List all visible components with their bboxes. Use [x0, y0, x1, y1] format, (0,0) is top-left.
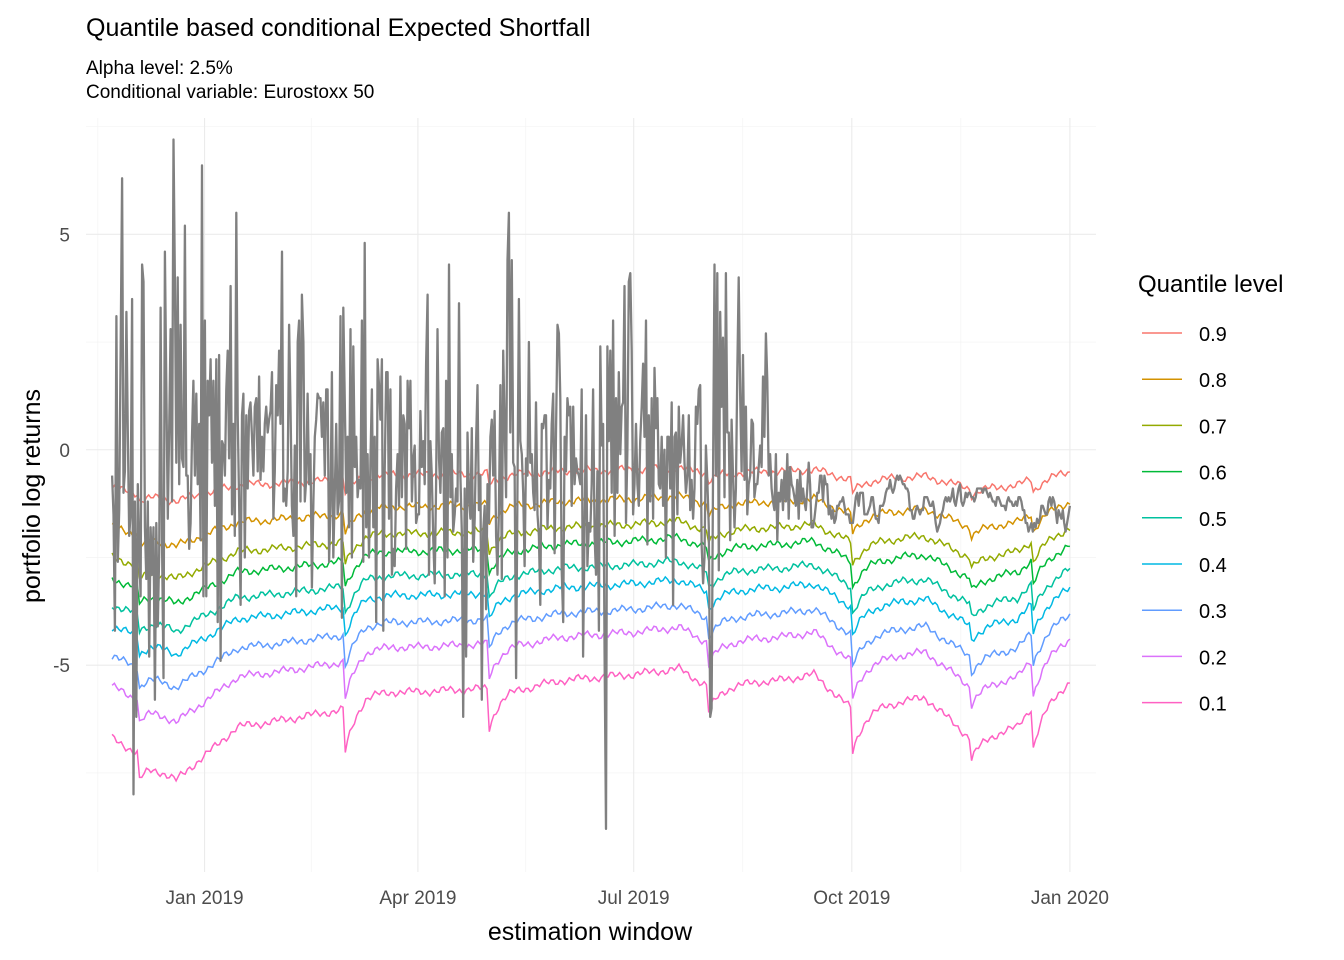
returns-line — [110, 138, 1072, 831]
y-tick-label: 5 — [59, 225, 70, 246]
y-axis-title: portfolio log returns — [18, 389, 46, 603]
legend-label-0.2: 0.2 — [1199, 647, 1227, 669]
legend-entries: 0.9 0.8 0.7 0.6 0.5 0.4 0.3 0.2 0.1 — [1142, 324, 1227, 716]
quantile-line-0.5 — [111, 556, 1071, 636]
legend-label-0.8: 0.8 — [1199, 370, 1227, 392]
quantile-line-0.3 — [111, 601, 1071, 691]
x-tick-label: Jan 2019 — [165, 888, 243, 909]
legend-label-0.5: 0.5 — [1199, 509, 1227, 531]
x-tick-label: Oct 2019 — [813, 888, 890, 909]
x-axis-title: estimation window — [488, 918, 693, 946]
legend-label-0.9: 0.9 — [1199, 324, 1227, 346]
chart-title: Quantile based conditional Expected Shor… — [86, 14, 591, 42]
y-axis-ticks: 5 0 -5 — [53, 225, 70, 677]
legend-title: Quantile level — [1138, 271, 1283, 298]
legend-label-0.4: 0.4 — [1199, 555, 1227, 577]
legend-label-0.7: 0.7 — [1199, 416, 1227, 438]
legend-label-0.1: 0.1 — [1199, 694, 1227, 716]
legend-label-0.6: 0.6 — [1199, 463, 1227, 485]
chart-subtitle-conditional: Conditional variable: Eurostoxx 50 — [86, 82, 374, 103]
x-axis-ticks: Jan 2019 Apr 2019 Jul 2019 Oct 2019 Jan 2020 — [165, 888, 1109, 909]
chart-subtitle-alpha: Alpha level: 2.5% — [86, 58, 233, 79]
quantile-line-0.4 — [111, 575, 1071, 659]
quantile-line-0.2 — [111, 624, 1071, 725]
legend: Quantile level 0.90.80.70.60.50.40.30.20… — [1138, 271, 1283, 716]
x-tick-label: Jul 2019 — [598, 888, 670, 909]
y-tick-label: -5 — [53, 656, 70, 677]
legend-label-0.3: 0.3 — [1199, 601, 1227, 623]
returns-line-group — [110, 138, 1072, 831]
quantile-line-0.6 — [111, 532, 1070, 606]
x-tick-label: Apr 2019 — [379, 888, 456, 909]
quantile-line-0.1 — [111, 662, 1070, 783]
y-tick-label: 0 — [59, 441, 70, 462]
x-tick-label: Jan 2020 — [1031, 888, 1109, 909]
